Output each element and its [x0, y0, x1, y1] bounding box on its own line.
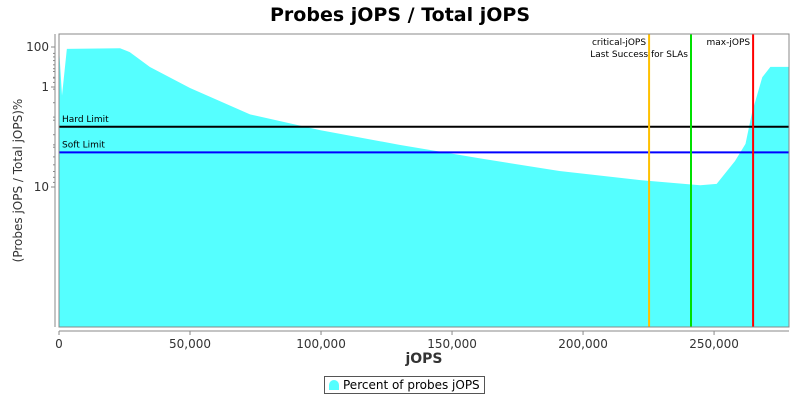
- marker-label: critical-jOPS: [592, 38, 646, 48]
- legend: Percent of probes jOPS: [324, 376, 485, 394]
- x-tick-label: 250,000: [689, 337, 739, 351]
- plot-border: [58, 33, 790, 328]
- legend-label: Percent of probes jOPS: [343, 378, 480, 392]
- x-tick-label: 200,000: [558, 337, 608, 351]
- marker-label: max-jOPS: [707, 38, 751, 48]
- limit-label: Soft Limit: [62, 140, 105, 150]
- y-tick-label: 100: [26, 40, 49, 54]
- x-tick-label: 50,000: [169, 337, 211, 351]
- y-tick-label: 1: [41, 80, 49, 94]
- x-tick-label: 150,000: [427, 337, 477, 351]
- x-axis-label: jOPS: [404, 351, 442, 367]
- limit-label: Hard Limit: [62, 115, 109, 125]
- y-tick-label: 10: [34, 180, 49, 194]
- x-tick-label: 100,000: [296, 337, 346, 351]
- series-area: [59, 47, 789, 328]
- legend-swatch: [329, 380, 339, 390]
- chart-title: Probes jOPS / Total jOPS: [270, 4, 530, 26]
- x-tick-label: 0: [55, 337, 63, 351]
- y-axis-label: (Probes jOPS / Total jOPS)%: [11, 99, 25, 263]
- marker-label: Last Success for SLAs: [590, 50, 688, 60]
